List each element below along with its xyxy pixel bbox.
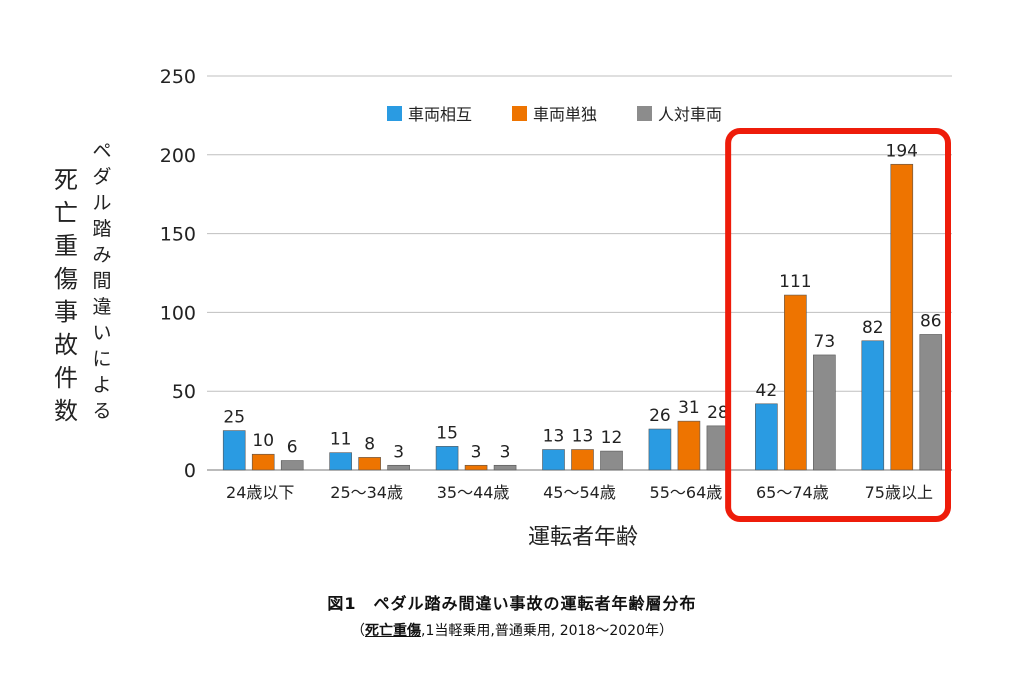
bar: [813, 354, 836, 471]
data-label: 28: [707, 403, 729, 423]
data-label: 26: [649, 406, 671, 426]
legend-label: 車両相互: [408, 105, 472, 124]
caption-underlined-term: 死亡重傷: [365, 623, 422, 639]
caption-note-rest: ,1当軽乗用,普通乗用, 2018～2020年）: [421, 623, 673, 639]
data-label: 111: [779, 272, 811, 292]
axis-title-char: み: [92, 244, 111, 266]
highlight-box: [725, 128, 952, 522]
bar: [571, 449, 594, 471]
axis-title-char: よ: [92, 374, 111, 396]
legend-label: 車両単独: [533, 105, 597, 124]
legend-swatch: [387, 106, 402, 121]
data-label: 73: [814, 332, 836, 352]
x-tick-labels: 24歳以下 25～34歳 35～44歳 45～54歳 55～64歳 65～74歳 75歳以上: [226, 483, 933, 502]
data-label: 82: [862, 318, 884, 338]
bar: [861, 340, 885, 471]
axis-title-char: い: [92, 322, 111, 344]
bar: [784, 294, 807, 471]
data-label: 86: [920, 311, 942, 331]
data-label: 31: [678, 398, 700, 418]
bar: [435, 446, 459, 471]
data-label: 13: [572, 427, 594, 447]
bar: [280, 460, 304, 471]
axis-title-char: ル: [92, 192, 111, 214]
bar: [755, 403, 778, 471]
axis-title-char: 傷: [54, 265, 78, 293]
bar: [387, 464, 410, 471]
bar: [464, 464, 488, 471]
bar: [542, 449, 565, 471]
data-label: 42: [756, 381, 778, 401]
y-tick-label: 50: [172, 381, 196, 403]
data-label: 3: [393, 442, 404, 462]
bars: [222, 163, 943, 471]
x-tick-label: 24歳以下: [226, 483, 294, 502]
y-tick-label: 150: [160, 224, 196, 246]
axis-title-char: 踏: [92, 218, 111, 240]
axis-title-char: 数: [54, 397, 78, 425]
bar: [677, 420, 701, 471]
bar: [251, 453, 275, 471]
figure-caption-title: 図1 ペダル踏み間違い事故の運転者年齢層分布: [327, 594, 697, 613]
legend-swatch: [512, 106, 527, 121]
axis-title-char: 重: [54, 232, 78, 260]
data-label: 13: [543, 427, 565, 447]
gridlines: [207, 75, 952, 471]
bar: [358, 457, 381, 471]
data-label: 11: [330, 430, 352, 450]
bar: [600, 450, 623, 471]
bar: [329, 452, 352, 471]
data-label: 6: [287, 438, 298, 458]
bar: [648, 428, 672, 471]
axis-title-char: る: [92, 400, 111, 422]
x-tick-label: 65～74歳: [756, 483, 829, 502]
axis-title-char: 件: [54, 364, 78, 392]
axis-title-char: ペ: [92, 140, 111, 162]
data-label: 25: [223, 408, 245, 428]
bar: [919, 334, 943, 471]
figure-caption-note: （死亡重傷,1当軽乗用,普通乗用, 2018～2020年）: [0, 620, 1024, 640]
caption-open-paren: （: [351, 623, 366, 639]
x-tick-label: 35～44歳: [437, 483, 510, 502]
y-tick-label: 200: [160, 145, 196, 167]
x-axis-title: 運転者年齢: [528, 525, 638, 550]
data-label: 3: [500, 442, 511, 462]
data-label: 194: [886, 141, 918, 161]
y-tick-label: 250: [160, 66, 196, 88]
x-tick-label: 55～64歳: [650, 483, 723, 502]
data-label: 8: [364, 434, 375, 454]
y-tick-label: 0: [184, 460, 196, 482]
axis-title-char: 故: [54, 331, 78, 359]
axis-title-char: に: [92, 348, 111, 370]
axis-title-char: 事: [54, 298, 78, 326]
axis-title-char: 違: [92, 296, 111, 318]
data-label: 10: [252, 431, 274, 451]
data-label: 3: [471, 442, 482, 462]
y-tick-label: 100: [160, 302, 196, 324]
axis-title-char: 間: [92, 270, 111, 292]
x-tick-label: 75歳以上: [865, 483, 933, 502]
x-tick-label: 25～34歳: [330, 483, 403, 502]
bar: [493, 464, 517, 471]
axis-title-char: ダ: [92, 166, 111, 188]
legend-swatch: [637, 106, 652, 121]
highlight-box-rect: [725, 128, 952, 522]
legend-label: 人対車両: [658, 105, 722, 124]
y-tick-labels: 0 50 100 150 200 250: [160, 66, 196, 482]
x-tick-label: 45～54歳: [543, 483, 616, 502]
axis-title-char: 亡: [54, 199, 78, 227]
axis-title-char: 死: [54, 166, 78, 194]
data-label: 12: [601, 428, 623, 448]
legend: 車両相互 車両単独 人対車両: [387, 105, 722, 124]
data-label: 15: [436, 423, 458, 443]
bar: [222, 430, 246, 471]
bar: [890, 163, 914, 471]
